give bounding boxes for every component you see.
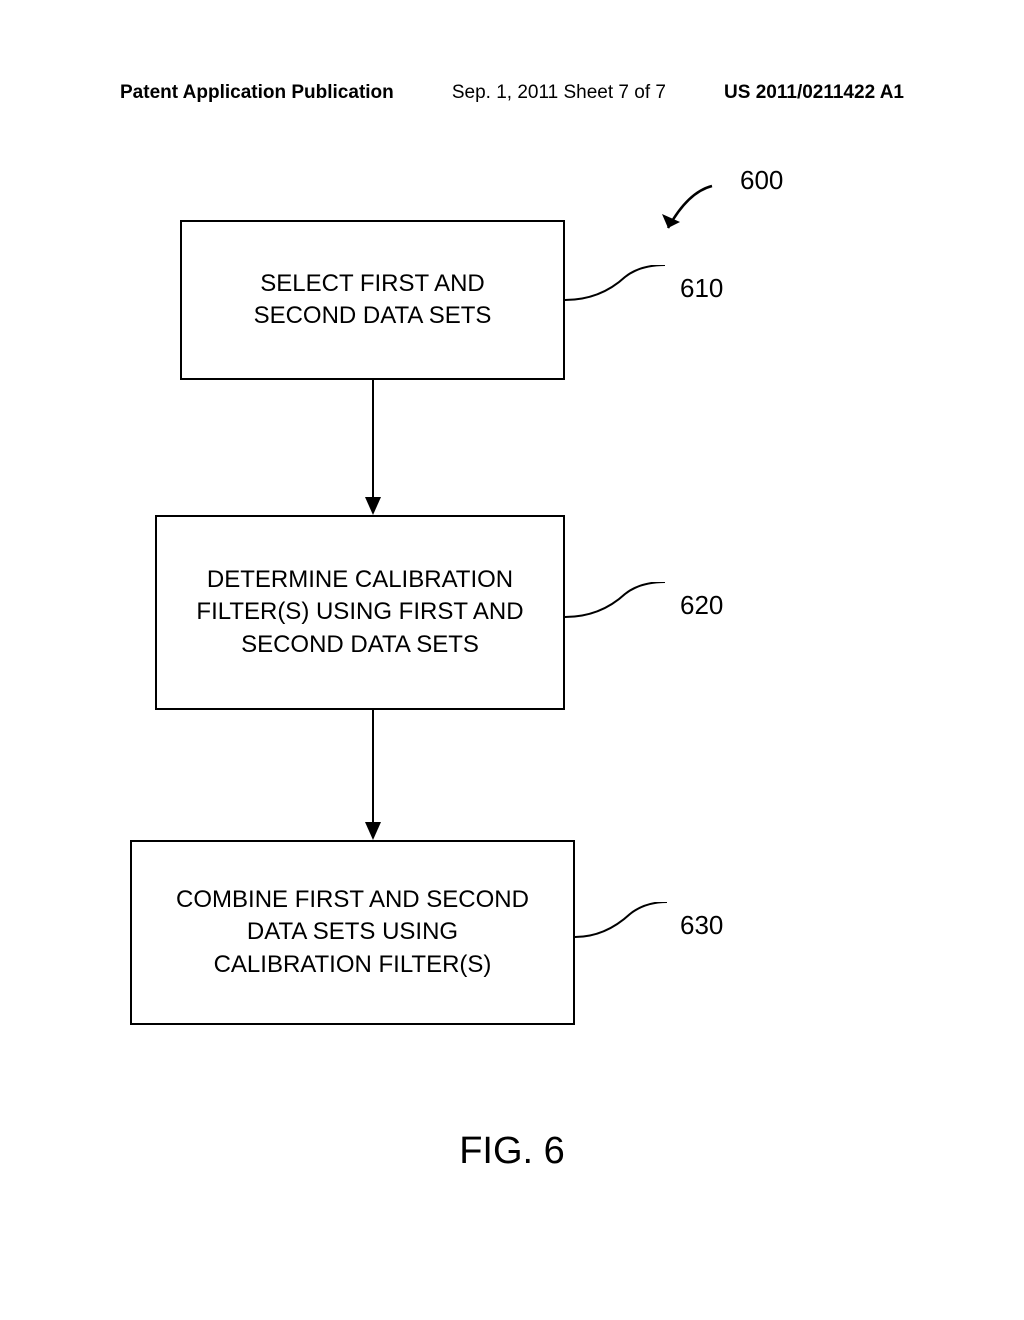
leader-line-610 [565, 265, 675, 305]
figure-label: FIG. 6 [0, 1130, 1024, 1173]
node-ref-630: 630 [680, 910, 723, 941]
header-center: Sep. 1, 2011 Sheet 7 of 7 [452, 82, 666, 104]
edge-1-2 [372, 380, 374, 498]
header-left: Patent Application Publication [120, 82, 394, 104]
node-ref-610: 610 [680, 273, 723, 304]
node-label: SELECT FIRST ANDSECOND DATA SETS [254, 268, 492, 333]
edge-2-3-head [365, 822, 381, 840]
flowchart-node-combine: COMBINE FIRST AND SECONDDATA SETS USINGC… [130, 840, 575, 1025]
flowchart-node-determine: DETERMINE CALIBRATIONFILTER(S) USING FIR… [155, 515, 565, 710]
edge-2-3 [372, 710, 374, 823]
diagram-ref-number: 600 [740, 165, 783, 196]
page-header: Patent Application Publication Sep. 1, 2… [0, 82, 1024, 104]
edge-1-2-head [365, 497, 381, 515]
leader-line-630 [575, 902, 675, 942]
header-right: US 2011/0211422 A1 [724, 82, 904, 104]
leader-line-620 [565, 582, 675, 622]
node-ref-620: 620 [680, 590, 723, 621]
node-label: COMBINE FIRST AND SECONDDATA SETS USINGC… [176, 884, 529, 981]
flowchart-node-select: SELECT FIRST ANDSECOND DATA SETS [180, 220, 565, 380]
ref-arrow-600 [640, 180, 720, 250]
node-label: DETERMINE CALIBRATIONFILTER(S) USING FIR… [196, 564, 523, 661]
